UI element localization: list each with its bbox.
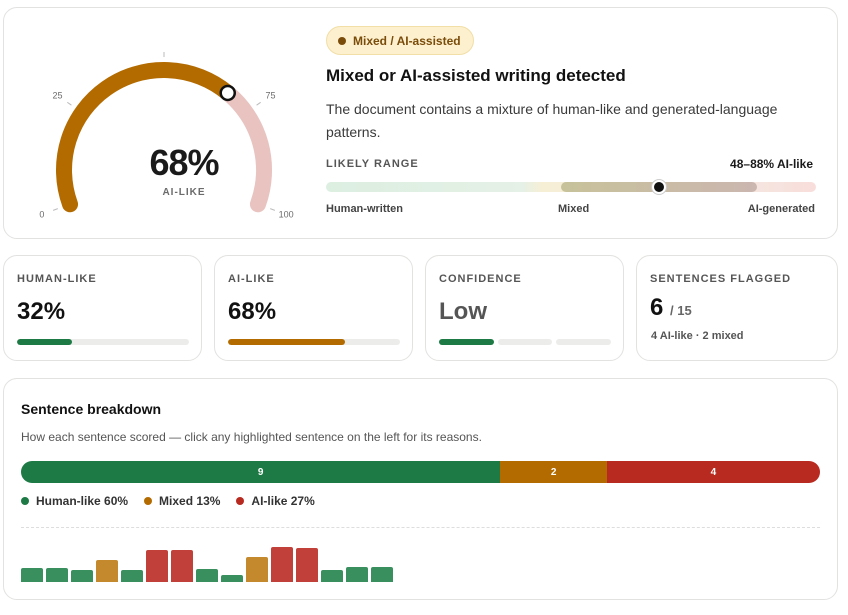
- legend-item: AI-like 27%: [236, 494, 315, 508]
- sentence-bar[interactable]: [96, 560, 118, 582]
- stat-value: 68%: [228, 298, 277, 325]
- sentence-bar[interactable]: [171, 550, 193, 582]
- sentence-breakdown-card: Sentence breakdown How each sentence sco…: [3, 378, 838, 600]
- sentence-bar[interactable]: [296, 548, 318, 582]
- flagged-total: / 15: [670, 303, 692, 318]
- verdict-badge: Mixed / AI-assisted: [326, 26, 474, 55]
- stat-label: HUMAN-LIKE: [17, 273, 97, 285]
- stat-label: CONFIDENCE: [439, 273, 522, 285]
- sentence-score-strip: [21, 539, 401, 582]
- gauge-tick-label: 0: [39, 209, 44, 219]
- stat-value: 32%: [17, 298, 66, 325]
- gauge-tick-label: 25: [53, 90, 63, 100]
- gauge-caption: AI-LIKE: [162, 187, 206, 198]
- stat-bar: [228, 339, 400, 345]
- sentence-bar[interactable]: [146, 550, 168, 582]
- gauge-ai-zone: [219, 84, 272, 213]
- breakdown-segment-ai: 4: [606, 461, 820, 483]
- stat-value: 6 / 15: [650, 294, 692, 322]
- stat-label: SENTENCES FLAGGED: [650, 273, 792, 285]
- gauge-tick-label: 50: [159, 44, 169, 45]
- badge-dot-icon: [338, 36, 346, 45]
- gauge-value: 68%: [149, 142, 219, 183]
- confidence-segment: [497, 339, 553, 345]
- breakdown-segment-human: 9: [21, 461, 501, 483]
- stat-card-sentences-flagged: SENTENCES FLAGGED 6 / 15 4 AI-like · 2 m…: [636, 255, 838, 361]
- breakdown-legend: Human-like 60% Mixed 13% AI-like 27%: [21, 494, 315, 508]
- breakdown-subtitle: How each sentence scored — click any hig…: [21, 430, 482, 444]
- sentence-bar[interactable]: [71, 570, 93, 582]
- gauge-tick-mark: [67, 101, 72, 106]
- range-track: [326, 180, 816, 194]
- stat-bar-fill: [17, 339, 73, 345]
- confidence-segment: [439, 339, 494, 345]
- gauge-tick-label: 75: [265, 90, 275, 100]
- sentence-bar[interactable]: [321, 570, 343, 582]
- divider: [21, 527, 820, 528]
- breakdown-title: Sentence breakdown: [21, 401, 162, 417]
- confidence-segment: [556, 339, 612, 345]
- sentence-bar[interactable]: [221, 575, 243, 582]
- gauge-tick-mark: [52, 208, 58, 211]
- summary-card: 0 25 50 75 100 68% AI-LIKE Mixed / AI-assist…: [3, 7, 838, 239]
- badge-label: Mixed / AI-assisted: [353, 33, 461, 48]
- legend-item: Mixed 13%: [144, 494, 220, 508]
- gauge-needle-dot: [219, 84, 236, 102]
- sentence-bar[interactable]: [21, 568, 43, 582]
- gauge-tick-mark: [256, 101, 261, 106]
- gauge-tick-label: 100: [279, 209, 294, 219]
- verdict-description: The document contains a mixture of human…: [326, 101, 778, 140]
- sentence-bar[interactable]: [271, 547, 293, 582]
- stat-bar: [17, 339, 189, 345]
- range-label-mixed: Mixed: [558, 203, 590, 215]
- range-value: 48–88% AI-like: [730, 157, 813, 171]
- range-label-human: Human-written: [326, 203, 403, 215]
- stat-value: Low: [439, 298, 487, 325]
- stat-bar-fill: [228, 339, 345, 345]
- range-marker: [652, 180, 667, 194]
- stat-card-ai-like: AI-LIKE 68%: [214, 255, 413, 361]
- legend-label: AI-like 27%: [251, 494, 315, 508]
- legend-label: Human-like 60%: [36, 494, 129, 508]
- ai-likeness-gauge: 0 25 50 75 100 68% AI-LIKE: [24, 35, 314, 219]
- legend-item: Human-like 60%: [21, 494, 128, 508]
- sentence-bar[interactable]: [371, 567, 393, 582]
- range-label-ai: AI-generated: [747, 203, 815, 215]
- sentence-bar[interactable]: [121, 570, 143, 582]
- sentence-bar[interactable]: [196, 569, 218, 582]
- sentence-bar[interactable]: [46, 568, 68, 582]
- sentence-bar[interactable]: [246, 557, 268, 582]
- breakdown-segment-mixed: 2: [500, 461, 607, 483]
- legend-dot-icon: [236, 497, 245, 505]
- gauge-svg: 0 25 50 75 100: [39, 35, 294, 219]
- range-label: LIKELY RANGE: [326, 158, 419, 170]
- stat-card-human-like: HUMAN-LIKE 32%: [3, 255, 202, 361]
- legend-dot-icon: [144, 497, 153, 505]
- legend-label: Mixed 13%: [159, 494, 221, 508]
- stat-label: AI-LIKE: [228, 273, 275, 285]
- legend-dot-icon: [21, 497, 29, 505]
- flagged-detail: 4 AI-like · 2 mixed: [651, 330, 744, 342]
- gauge-tick-mark: [270, 208, 276, 211]
- flagged-count: 6: [650, 294, 664, 321]
- sentence-bar[interactable]: [346, 567, 368, 582]
- verdict-title: Mixed or AI-assisted writing detected: [326, 66, 626, 85]
- stat-card-confidence: CONFIDENCE Low: [425, 255, 624, 361]
- confidence-meter: [439, 339, 612, 345]
- gauge-fill: [56, 62, 236, 213]
